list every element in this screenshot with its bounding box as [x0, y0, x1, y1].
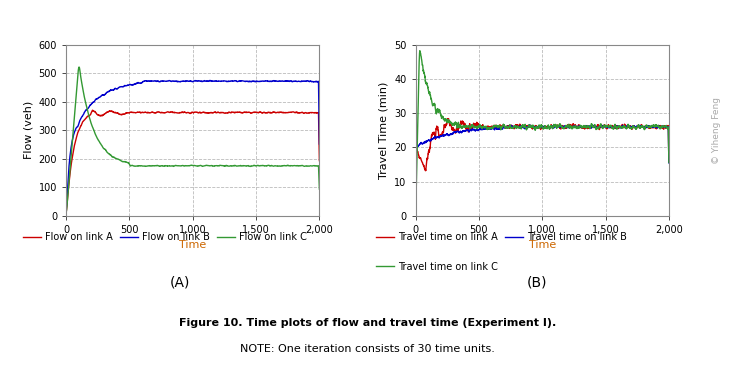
Travel time on link C — [506, 122, 514, 127]
Flow on link C — [76, 69, 85, 73]
Travel time on link A — [664, 160, 673, 164]
Flow on link C — [75, 65, 84, 69]
Flow on link C — [156, 164, 165, 168]
Line: Travel time on link C: Travel time on link C — [415, 51, 669, 210]
Travel time on link B — [505, 124, 514, 129]
Flow on link B — [85, 105, 93, 110]
Flow on link B — [214, 79, 223, 83]
Travel time on link A — [411, 178, 420, 183]
Flow on link A — [270, 110, 279, 114]
Travel time on link C — [564, 124, 573, 128]
Travel time on link A — [417, 158, 426, 163]
Flow on link A — [76, 126, 85, 131]
Line: Flow on link A: Flow on link A — [66, 110, 320, 212]
Flow on link C — [68, 145, 76, 149]
Flow on link A — [62, 210, 71, 215]
Flow on link C — [62, 211, 71, 215]
Flow on link B — [315, 142, 324, 146]
Line: Flow on link B: Flow on link B — [66, 80, 320, 210]
Y-axis label: Travel Time (min): Travel Time (min) — [379, 81, 389, 179]
Flow on link A — [315, 158, 324, 163]
Legend: Travel time on link C: Travel time on link C — [373, 258, 501, 276]
Legend: Flow on link A, Flow on link B, Flow on link C: Flow on link A, Flow on link B, Flow on … — [20, 228, 311, 246]
Travel time on link C — [664, 160, 673, 165]
Travel time on link C — [434, 110, 442, 115]
Travel time on link B — [417, 141, 426, 145]
Travel time on link A — [444, 116, 453, 121]
Travel time on link C — [411, 208, 420, 212]
Travel time on link B — [434, 135, 442, 139]
Flow on link B — [156, 80, 165, 84]
Travel time on link C — [415, 49, 424, 53]
Flow on link C — [214, 164, 223, 168]
Travel time on link B — [664, 161, 673, 165]
Flow on link B — [270, 78, 279, 83]
Travel time on link A — [506, 126, 514, 131]
Flow on link A — [214, 110, 223, 115]
Flow on link A — [156, 110, 165, 115]
Line: Travel time on link A: Travel time on link A — [415, 119, 669, 180]
Travel time on link B — [620, 124, 628, 129]
Travel time on link A — [564, 122, 573, 127]
Y-axis label: Flow (veh): Flow (veh) — [23, 101, 33, 159]
X-axis label: Time: Time — [179, 240, 207, 250]
Travel time on link A — [425, 150, 434, 155]
Travel time on link A — [620, 124, 628, 128]
Flow on link A — [85, 113, 93, 118]
Travel time on link B — [425, 138, 434, 142]
Text: Figure 10. Time plots of flow and travel time (Experiment I).: Figure 10. Time plots of flow and travel… — [179, 317, 556, 327]
Line: Flow on link C: Flow on link C — [66, 67, 320, 213]
Flow on link B — [68, 141, 76, 145]
Flow on link B — [206, 78, 215, 83]
Text: (A): (A) — [170, 275, 190, 289]
Travel time on link B — [411, 179, 420, 184]
Travel time on link B — [526, 123, 534, 127]
Text: © Yiheng Feng: © Yiheng Feng — [712, 97, 721, 164]
Text: (B): (B) — [526, 275, 547, 289]
Flow on link B — [76, 118, 85, 123]
Flow on link C — [85, 113, 93, 118]
X-axis label: Time: Time — [528, 240, 556, 250]
Line: Travel time on link B: Travel time on link B — [415, 125, 669, 182]
Travel time on link C — [425, 91, 434, 95]
Travel time on link C — [620, 124, 628, 128]
Travel time on link A — [434, 128, 442, 133]
Flow on link A — [88, 108, 97, 112]
Legend: Travel time on link A, Travel time on link B: Travel time on link A, Travel time on li… — [373, 228, 631, 246]
Flow on link B — [62, 208, 71, 212]
Flow on link C — [315, 187, 324, 191]
Flow on link C — [270, 164, 279, 168]
Travel time on link C — [417, 57, 426, 61]
Travel time on link B — [564, 125, 573, 129]
Text: NOTE: One iteration consists of 30 time units.: NOTE: One iteration consists of 30 time … — [240, 343, 495, 353]
Flow on link A — [68, 158, 76, 162]
